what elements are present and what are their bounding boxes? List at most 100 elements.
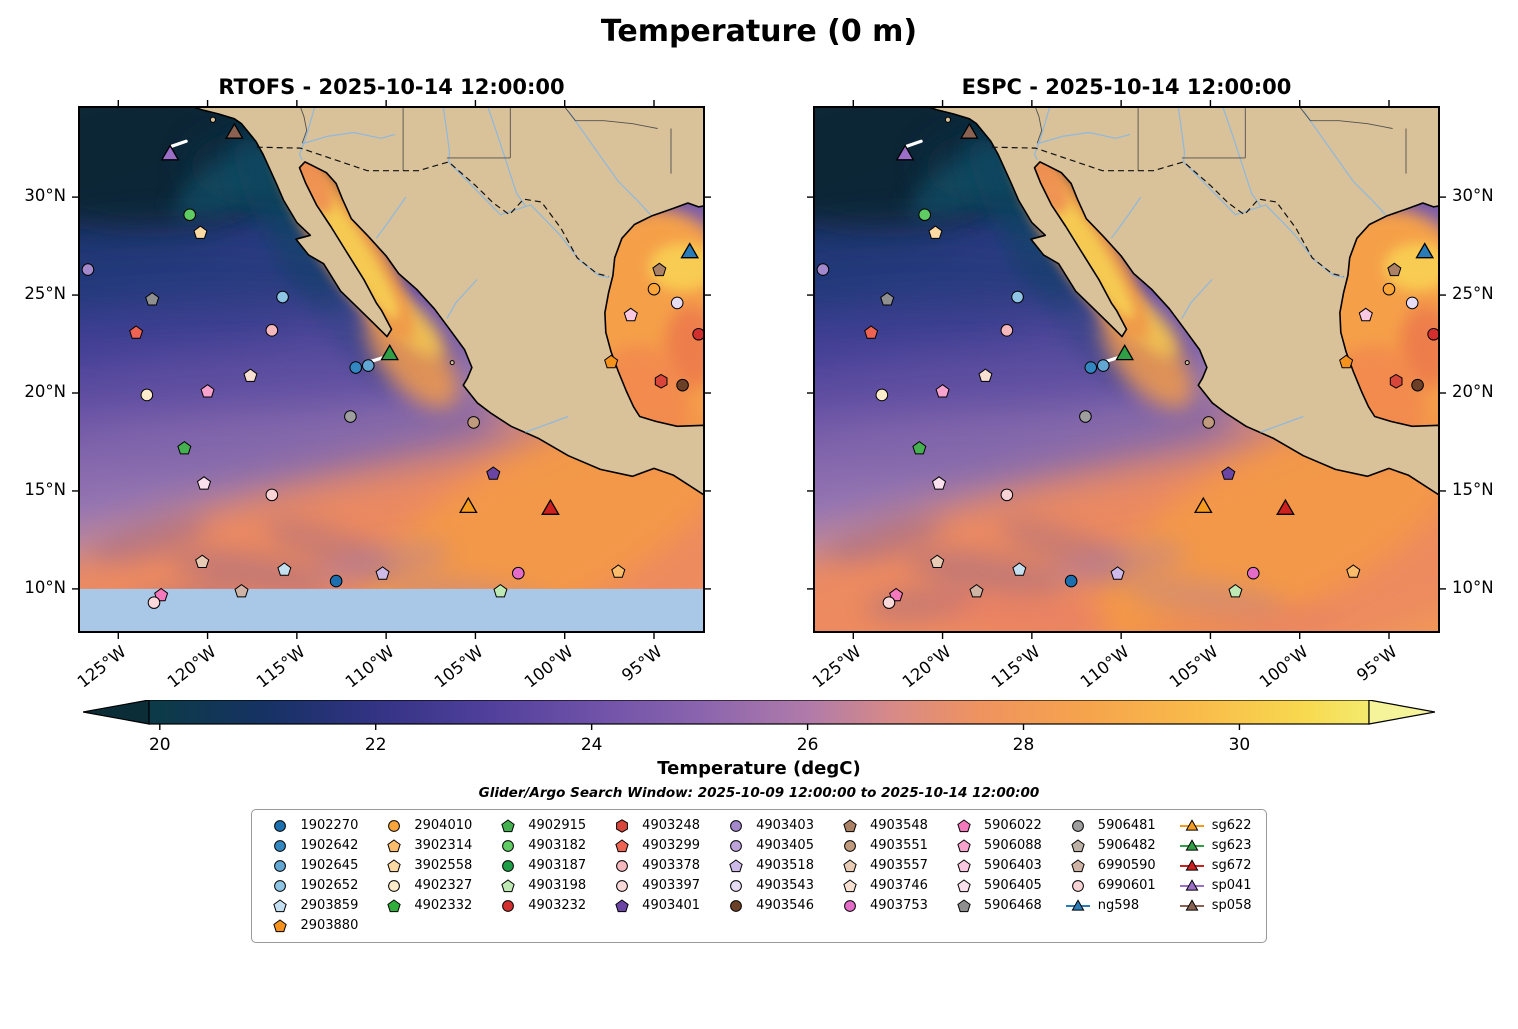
legend-item-6990590: 6990590 [1064,858,1156,874]
rivers [1033,107,1386,433]
legend-item-1902645: 1902645 [266,858,358,874]
marker-5906468 [145,292,160,306]
state-borders [1034,107,1407,174]
legend-item-4902327: 4902327 [380,878,472,894]
marker-5906405 [196,476,212,490]
marker-4903546 [1411,378,1424,392]
colorbar-tick-label: 22 [364,735,387,755]
legend-item-label: sg672 [1211,858,1252,873]
panel-rtofs-xlabels: 125°W 120°W 115°W 110°W 105°W 100°W 95°W [74,632,704,694]
circle-marker-icon [730,880,742,892]
legend-item-5906481: 5906481 [1064,818,1156,834]
x-tick-label: 95°W [618,642,666,686]
marker-4903548 [1387,262,1402,277]
marker-4903551 [467,416,480,429]
legend-item-label: 4902915 [528,818,587,833]
legend-item-label: 4903187 [528,858,587,873]
marker-5906088 [200,384,215,398]
marker-1902270 [1064,574,1078,588]
legend-item-3902314: 3902314 [380,838,472,854]
legend-item-4903299: 4903299 [608,838,700,854]
marker-4903248 [1389,373,1403,389]
legend-column: 4903248 4903299 4903378 4903397 4903401 [608,818,700,934]
legend-item-4903403: 4903403 [722,818,814,834]
x-tick-label: 100°W [1255,642,1312,692]
legend-item-label: 4903198 [528,878,587,893]
legend-item-label: sg622 [1211,818,1252,833]
marker-sg672 [541,498,560,515]
map-frame [78,106,705,633]
legend-item-4902332: 4902332 [380,898,472,914]
legend-item-label: sp058 [1211,898,1252,913]
pentagon-marker-icon [1071,839,1085,853]
legend-item-4903548: 4903548 [836,818,928,834]
marker-4903248 [654,373,668,389]
circle-marker-icon [502,840,515,852]
glider-triangle-icon [1179,879,1204,891]
colorbar-tick-label: 26 [796,735,819,755]
pentagon-marker-icon [273,919,288,933]
legend-column: sg622 sg623 sg672 sp041 sp058 [1178,818,1252,934]
circle-marker-icon [388,880,401,892]
legend-item-4903551: 4903551 [836,838,928,854]
legend-item-label: 2904010 [414,818,473,833]
marker-1902642 [1084,361,1098,374]
map-panels: RTOFS - 2025-10-14 12:00:00 30°N 25°N 20°N… [0,75,1518,694]
glider-track [170,139,188,148]
pentagon-marker-icon [843,879,857,893]
marker-5906481 [344,410,357,423]
legend-item-5906088: 5906088 [950,838,1042,854]
marker-sg623 [380,343,400,361]
circle-marker-icon [844,900,856,912]
x-tick-label: 115°W [252,642,309,692]
legend-item-5906405: 5906405 [950,878,1042,894]
marker-4903548 [652,262,667,277]
map-espc [807,100,1446,639]
colorbar-gradient [148,699,1370,725]
x-tick-label: 105°W [431,642,488,692]
legend-item-label: 4903405 [756,838,814,853]
legend-item-1902270: 1902270 [266,818,358,834]
legend-item-label: 5906482 [1097,838,1156,853]
marker-4903232 [692,327,705,341]
legend-item-sp041: sp041 [1178,878,1252,894]
colorbar-tick-label: 30 [1228,735,1251,755]
marker-6990601 [1000,488,1014,502]
colorbar-tick-label: 28 [1012,735,1035,755]
marker-3902558 [928,225,943,239]
legend-item-label: 4903551 [869,838,928,853]
legend-item-1902652: 1902652 [266,878,358,894]
circle-marker-icon [1071,880,1084,892]
x-tick-label: 100°W [520,642,577,692]
panel-rtofs-map-area: 30°N 25°N 20°N 15°N 10°N [24,100,711,639]
panel-espc-title: ESPC - 2025-10-14 12:00:00 [961,75,1292,99]
marker-1902652 [276,290,289,304]
legend-item-4903397: 4903397 [608,878,700,894]
marker-1902642 [349,361,363,374]
glider-track [905,139,923,148]
circle-marker-icon [388,820,401,832]
legend-item-label: 1902642 [300,838,359,853]
colorbar-label: Temperature (degC) [657,758,861,779]
axis-ticks [72,100,711,639]
legend-item-4903401: 4903401 [608,898,700,914]
legend-item-label: 6990601 [1097,878,1156,893]
legend-item-4903557: 4903557 [836,858,928,874]
legend-column: 2904010 3902314 3902558 4902327 4902332 [380,818,472,934]
international-border [991,146,1344,277]
legend-item-label: 4903403 [756,818,814,833]
legend-column: 5906481 5906482 6990590 6990601 ng598 [1064,818,1156,934]
colorbar-under-arrow [82,699,150,725]
marker-2903880 [1339,354,1354,369]
legend-item-4903182: 4903182 [494,838,586,854]
legend-item-label: 4903753 [869,898,928,913]
legend-item-4903543: 4903543 [722,878,814,894]
pentagon-marker-icon [615,839,629,853]
marker-4902327 [140,388,154,402]
x-tick-label: 120°W [898,642,955,692]
panel-espc-xlabels: 125°W 120°W 115°W 110°W 105°W 100°W 95°W [809,632,1439,694]
island [449,360,455,366]
y-tick-label: 15°N [24,479,66,499]
glider-triangle-icon [1179,819,1204,831]
marker-4903182 [918,208,932,222]
